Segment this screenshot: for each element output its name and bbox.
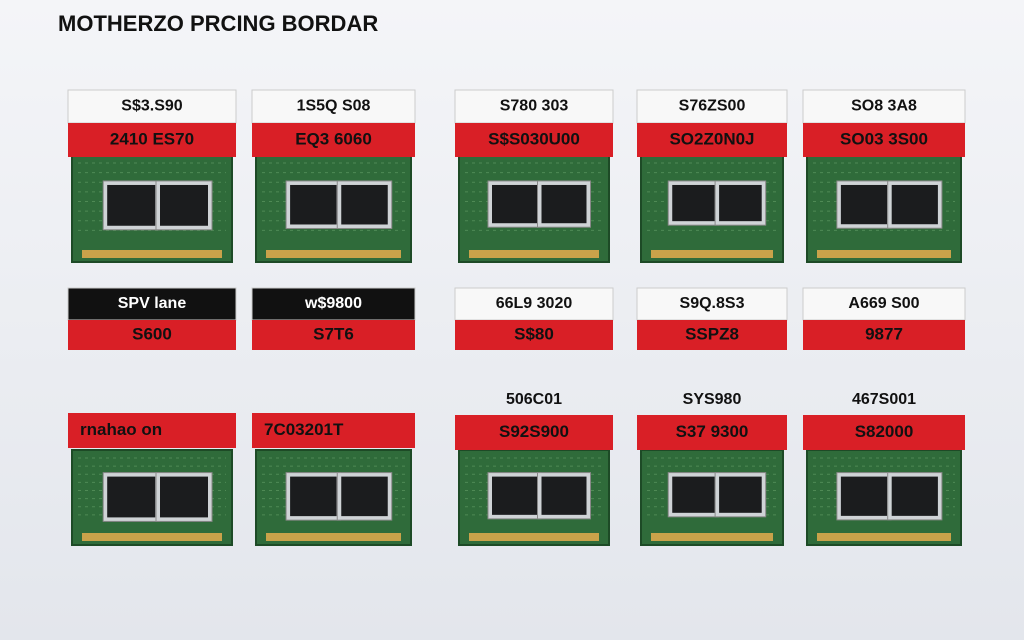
name-label: 506C01 [506,391,562,408]
price-label: SO03 3S00 [840,129,928,148]
chip [492,184,537,224]
chip [672,184,715,222]
chip [107,184,156,226]
price-tag [252,320,415,350]
name-label: 66L9 3020 [496,295,573,312]
gold-contacts [469,250,599,258]
chip [891,184,938,225]
price-tag [803,415,965,450]
title: MOTHERZO PRCING BORDAR [58,11,378,36]
price-label: S$80 [514,324,554,343]
price-label: S600 [132,324,172,343]
price-tag [803,123,965,157]
price-label: EQ3 6060 [295,129,372,148]
price-tag [252,413,415,448]
chip [719,184,762,222]
gold-contacts [266,533,401,541]
chip [719,476,762,513]
price-tag [803,320,965,350]
name-label: SYS980 [683,391,742,408]
price-tag [455,415,613,450]
gold-contacts [651,250,773,258]
price-tag [68,123,236,157]
chip [840,476,888,516]
chip [492,476,537,515]
price-label: 7C03201T [264,420,344,439]
gold-contacts [469,533,599,541]
chip [290,476,337,517]
name-tag [67,287,237,321]
chip [341,184,388,225]
chip [891,476,938,516]
price-label: rnahao on [80,420,162,439]
name-tag [454,287,614,321]
name-label: S9Q.8S3 [680,295,745,312]
name-label: 467S001 [852,391,916,408]
price-label: S7T6 [313,324,354,343]
price-label: SO2Z0N0J [669,129,754,148]
gold-contacts [266,250,401,258]
chip [107,476,156,518]
price-tag [637,320,787,350]
name-tag [251,287,416,321]
chip [160,184,208,226]
name-label: A669 S00 [848,295,919,312]
chip [541,184,587,224]
price-label: 2410 ES70 [110,129,194,148]
price-label: 9877 [865,324,903,343]
name-tag [802,287,966,321]
price-tag [637,123,787,157]
gold-contacts [817,533,951,541]
name-label: SO8 3A8 [851,98,917,115]
chip [160,476,208,518]
name-tag [802,89,966,124]
price-label: SSPZ8 [685,324,739,343]
price-tag [68,320,236,350]
name-tag [636,287,788,321]
gold-contacts [651,533,773,541]
price-tag [252,123,415,157]
gold-contacts [82,533,222,541]
name-tag [251,89,416,124]
price-tag [455,320,613,350]
price-label: S82000 [855,422,914,441]
name-label: 1S5Q S08 [297,98,371,115]
price-label: S37 9300 [676,422,749,441]
price-tag [455,123,613,157]
name-label: SPV lane [118,295,187,312]
name-label: w$9800 [304,295,362,312]
name-tag [454,89,614,124]
name-label: S780 303 [500,98,569,115]
chip [840,184,888,225]
chip [672,476,715,513]
chip [541,476,587,515]
chip [341,476,388,517]
name-label: S$3.S90 [121,98,182,115]
name-label: S76ZS00 [679,98,746,115]
chip [290,184,337,225]
price-tag [68,413,236,448]
price-label: S92S900 [499,422,569,441]
price-tag [637,415,787,450]
gold-contacts [82,250,222,258]
name-tag [636,89,788,124]
gold-contacts [817,250,951,258]
price-label: S$S030U00 [488,129,580,148]
